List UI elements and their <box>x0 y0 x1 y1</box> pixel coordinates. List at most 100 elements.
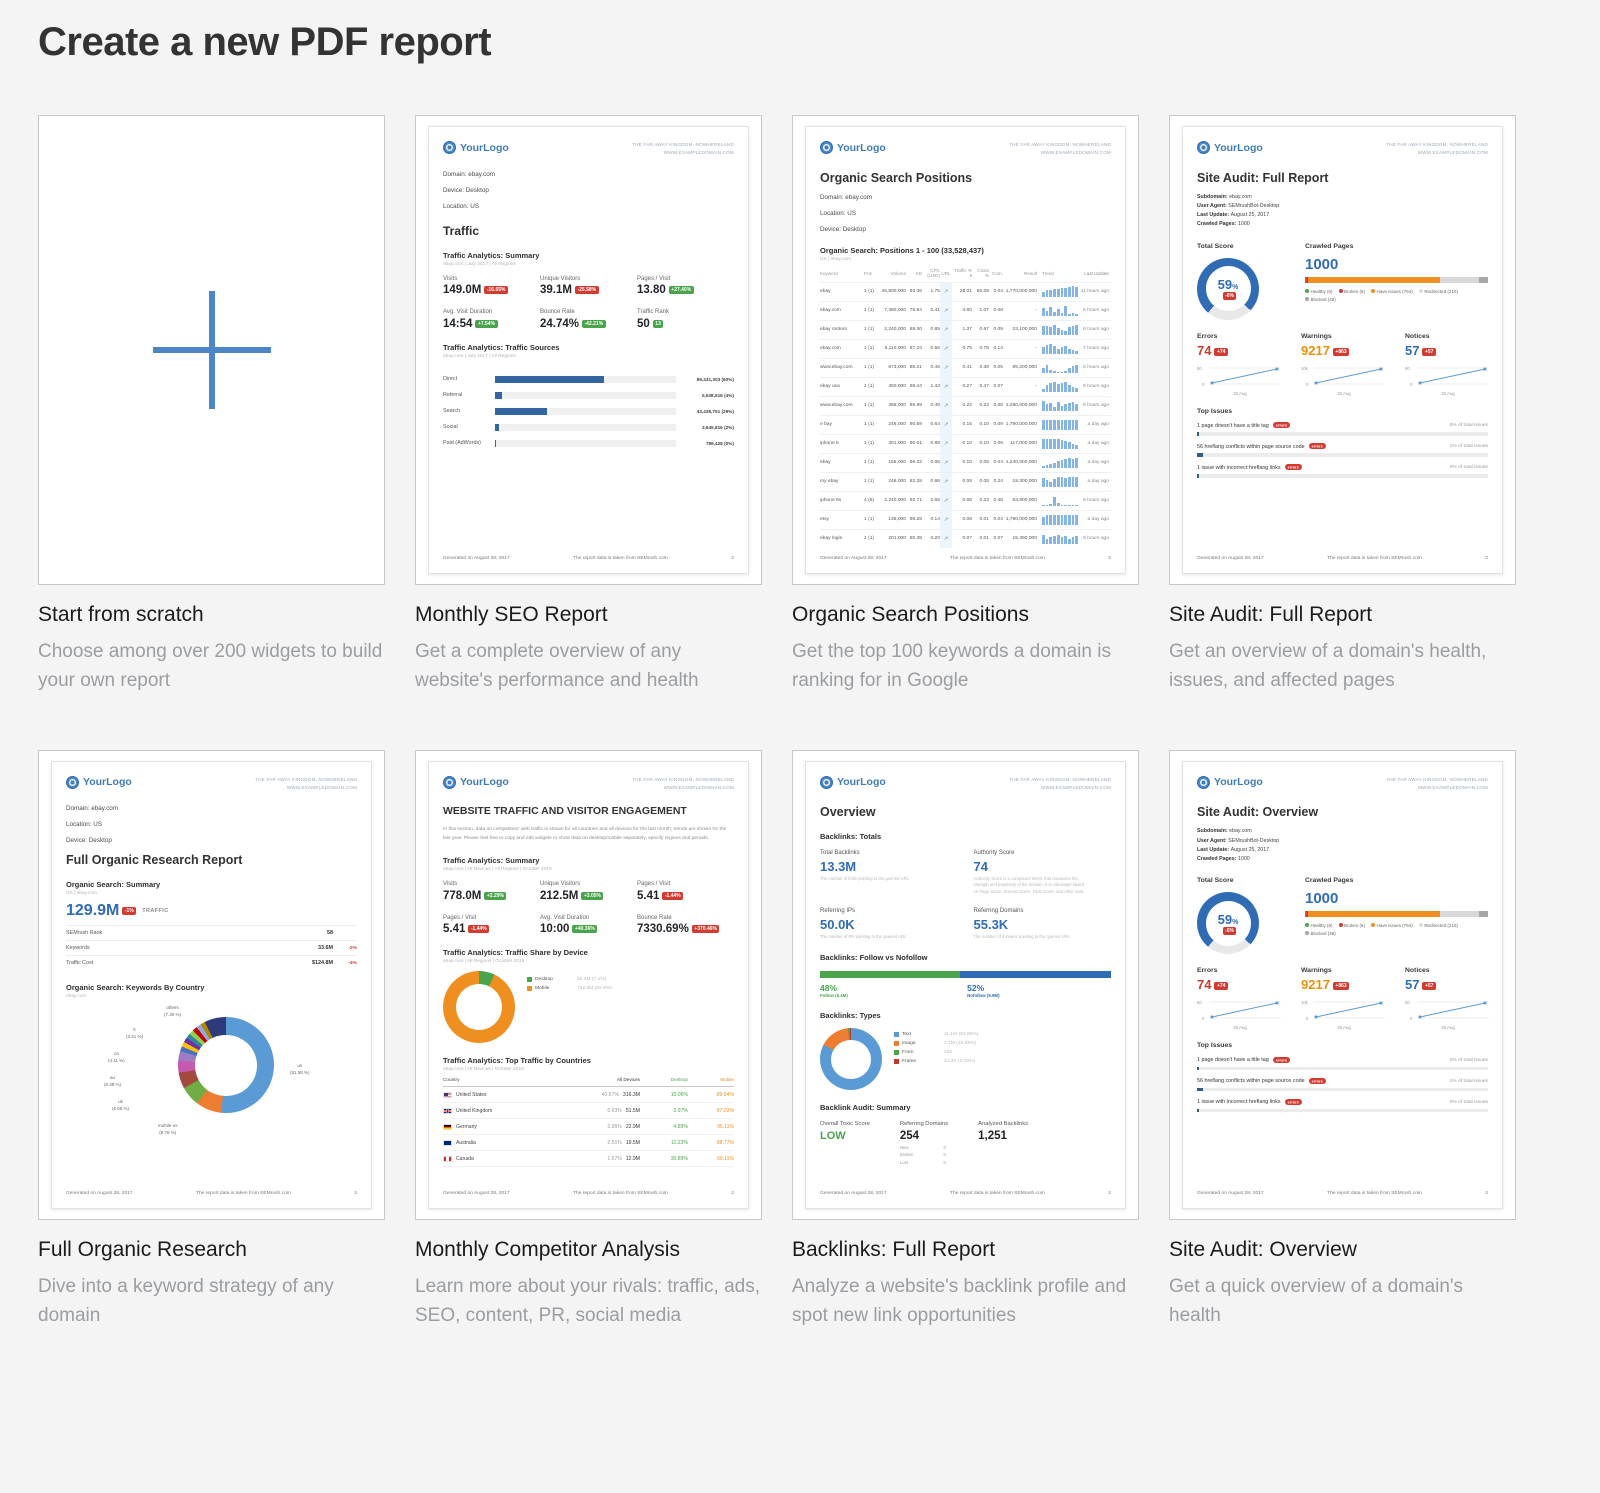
table-row: e bay 1 (1) 246,000 90.68 0.64 ↗ 0.15 0.10 0.09 1… <box>820 414 1111 434</box>
cell-keyword: etsy <box>820 517 829 523</box>
report-template-card-monthly-seo-report[interactable]: YourLogo THE FAR AWAY KINGDOM, NOWHERELAN… <box>415 115 762 696</box>
report-page-title: Overview <box>820 805 876 820</box>
cell-kd: 80.38 <box>909 536 922 542</box>
issue-error-tag: errors <box>1272 1056 1291 1063</box>
logo-text: YourLogo <box>837 141 886 154</box>
cell-keyword: ebay <box>820 289 831 295</box>
metric-value: 5.41 <box>443 923 466 936</box>
cell-kd: 98.28 <box>909 517 922 523</box>
trend-sparkline <box>1042 457 1079 469</box>
external-link-icon[interactable]: ↗ <box>940 472 952 491</box>
issue-line: 1 page doesn't have a title tag errors 0% … <box>1197 1056 1488 1063</box>
crawled-pages-bar <box>1305 911 1488 918</box>
total-value: 55.3K <box>973 916 1009 932</box>
report-template-card-start-from-scratch[interactable]: Start from scratch Choose among over 200 … <box>38 115 385 696</box>
report-template-card-site-audit-overview[interactable]: YourLogo THE FAR AWAY KINGDOM, NOWHERELAN… <box>1169 749 1516 1331</box>
counter-value: 74 +74 <box>1197 977 1283 992</box>
cell-last-update: 7 hours ago <box>1083 346 1109 352</box>
external-link-icon[interactable]: ↗ <box>940 396 952 415</box>
cell-volume: 2,240,000 <box>884 327 906 333</box>
intro-paragraph: In this section, data on competitors' we… <box>443 827 727 841</box>
template-thumbnail[interactable]: YourLogo THE FAR AWAY KINGDOM, NOWHERELAN… <box>1169 749 1516 1220</box>
widget-title: Organic Search: Keywords By Country <box>66 983 205 993</box>
external-link-icon[interactable]: ↗ <box>940 491 952 510</box>
address-line-1: THE FAR AWAY KINGDOM, NOWHERELAND <box>1386 142 1488 147</box>
donut-chart <box>820 1028 882 1091</box>
external-link-icon[interactable]: ↗ <box>940 358 952 377</box>
cell-mobile: 95.11% <box>717 1123 734 1130</box>
external-link-icon[interactable]: ↗ <box>940 434 952 453</box>
crawled-pages-label: Crawled Pages <box>1305 877 1354 885</box>
metric-change-badge: -1.44% <box>662 891 684 900</box>
cell-kd: 90.61 <box>909 441 922 447</box>
external-link-icon[interactable]: ↗ <box>940 415 952 434</box>
cell-costs: 0.01 <box>979 517 989 523</box>
section-title: Traffic <box>443 223 480 238</box>
external-link-icon[interactable]: ↗ <box>940 320 952 339</box>
report-page-title: Site Audit: Overview <box>1197 805 1319 820</box>
total-label: Referring Domains <box>973 908 1024 915</box>
meta-line: Last Update: August 25, 2017 <box>1197 211 1488 220</box>
external-link-icon[interactable]: ↗ <box>940 510 952 529</box>
total-value: 74 <box>973 858 988 874</box>
external-link-icon[interactable]: ↗ <box>940 282 952 301</box>
external-link-icon[interactable]: ↗ <box>940 453 952 472</box>
footer-page-number: 2 <box>354 1190 357 1196</box>
widget-title: Backlink Audit: Summary <box>820 1103 911 1113</box>
address-line-2: WWW.EXAMPLEDOMAIN.COM <box>663 150 734 156</box>
cell-kd: 93.36 <box>909 289 922 295</box>
brand-logo: YourLogo <box>443 775 509 789</box>
external-link-icon[interactable]: ↗ <box>940 339 952 358</box>
report-template-card-organic-search-positions[interactable]: YourLogo THE FAR AWAY KINGDOM, NOWHERELAN… <box>792 115 1139 696</box>
meta-label: User Agent: <box>1197 202 1229 209</box>
widget-header: Organic Search: Positions 1 - 100 (33,52… <box>820 246 1111 262</box>
issue-error-tag: errors <box>1284 464 1302 471</box>
page-title: Create a new PDF report <box>38 20 492 64</box>
template-thumbnail[interactable]: YourLogo THE FAR AWAY KINGDOM, NOWHERELAN… <box>792 749 1139 1220</box>
logo-icon <box>1197 775 1210 789</box>
metric-change-badge: 13 <box>652 319 664 328</box>
segment-percent: 48% <box>820 983 838 994</box>
total-caption: The number of IPs pointing to the querie… <box>820 933 907 939</box>
report-template-card-backlinks-full-report[interactable]: YourLogo THE FAR AWAY KINGDOM, NOWHERELAN… <box>792 749 1139 1331</box>
report-template-card-monthly-competitor-analysis[interactable]: YourLogo THE FAR AWAY KINGDOM, NOWHERELAN… <box>415 749 762 1331</box>
x-axis-label: 25 Aug <box>1337 390 1351 396</box>
company-address: THE FAR AWAY KINGDOM, NOWHERELAND WWW.EXA… <box>255 776 357 793</box>
cell-costs: 0.08 <box>979 479 989 485</box>
external-link-icon[interactable]: ↗ <box>940 377 952 396</box>
donut-callout-label: it (3.21 %) <box>126 1027 144 1039</box>
brand-logo: YourLogo <box>443 141 509 154</box>
country-name: Canada <box>456 1155 474 1162</box>
widget-header: Organic Search: Keywords By Country ebay.… <box>66 983 357 999</box>
template-thumbnail[interactable] <box>38 115 385 585</box>
report-template-card-site-audit-full-report[interactable]: YourLogo THE FAR AWAY KINGDOM, NOWHERELAN… <box>1169 115 1516 696</box>
logo-text: YourLogo <box>460 776 509 789</box>
report-template-card-full-organic-research[interactable]: YourLogo THE FAR AWAY KINGDOM, NOWHERELAN… <box>38 749 385 1331</box>
external-link-icon[interactable]: ↗ <box>940 301 952 320</box>
donut-callout-label: ca (4.11 %) <box>108 1051 125 1063</box>
logo-icon <box>820 141 833 154</box>
bar-row: Direct 89,431,303 (60%) <box>443 375 734 383</box>
template-thumbnail[interactable]: YourLogo THE FAR AWAY KINGDOM, NOWHERELAN… <box>415 115 762 585</box>
template-thumbnail[interactable]: YourLogo THE FAR AWAY KINGDOM, NOWHERELAN… <box>38 749 385 1220</box>
summary-label: Keywords <box>66 945 90 952</box>
cell-keyword: iphone 5 <box>820 441 839 447</box>
template-thumbnail[interactable]: YourLogo THE FAR AWAY KINGDOM, NOWHERELAN… <box>1169 115 1516 585</box>
template-thumbnail[interactable]: YourLogo THE FAR AWAY KINGDOM, NOWHERELAN… <box>792 115 1139 585</box>
follow-nofollow-bar <box>820 971 1111 979</box>
cell-costs: 0.67 <box>979 327 989 333</box>
cell-trend <box>1037 514 1079 526</box>
cell-trend <box>1037 305 1079 317</box>
top-issues-title: Top Issues <box>1197 1042 1232 1050</box>
bar-fill <box>495 375 604 383</box>
widget-header: Traffic Analytics: Top Traffic by Countr… <box>443 1056 734 1072</box>
bar-category-label: Direct <box>443 376 458 383</box>
template-thumbnail[interactable]: YourLogo THE FAR AWAY KINGDOM, NOWHERELAN… <box>415 749 762 1220</box>
footer-data-source: The report data is taken from SEMrush.co… <box>1327 556 1422 561</box>
svg-text:60: 60 <box>1405 366 1410 371</box>
bar-track <box>495 439 676 447</box>
cell-all-devices: 2.95% 22.9M <box>574 1124 640 1130</box>
crawled-pages-legend: Healthy (6) Broken (6) Have issues (754) Re… <box>1305 288 1488 302</box>
legend-item: Redirected (210) <box>1418 288 1458 294</box>
external-link-icon[interactable]: ↗ <box>940 529 952 548</box>
